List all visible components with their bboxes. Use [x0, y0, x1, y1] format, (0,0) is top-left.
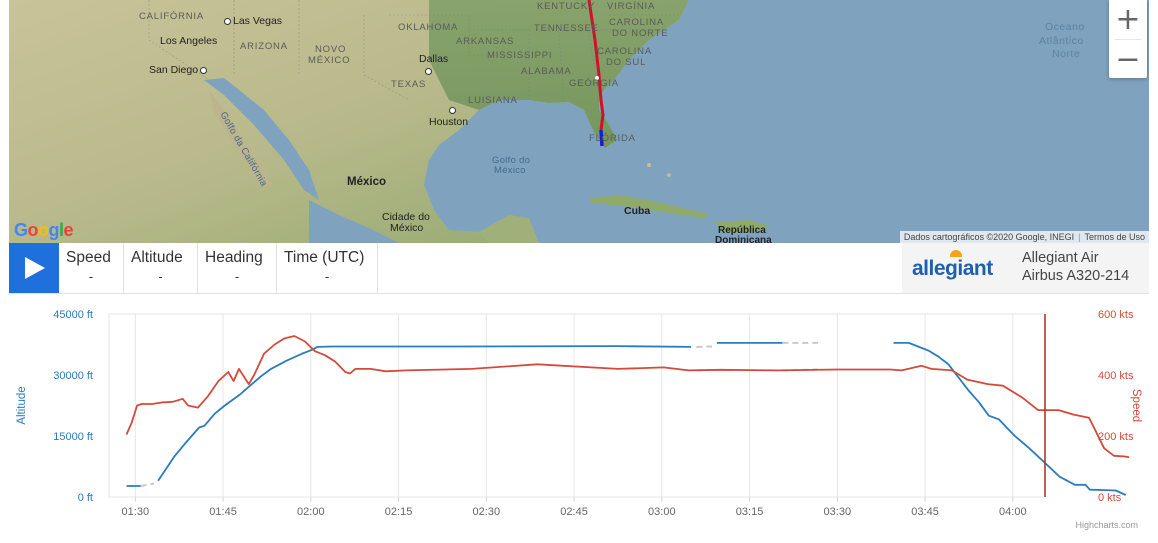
map-label: Oceano	[1045, 21, 1085, 33]
map-data-credit: Dados cartográficos ©2020 Google, INEGI	[904, 232, 1074, 242]
map-label: GEÓRGIA	[569, 78, 619, 89]
map-label: Dallas	[419, 53, 448, 77]
stat-value: -	[277, 269, 377, 284]
flight-info-bar: Speed - Altitude - Heading - Time (UTC) …	[9, 243, 1149, 294]
flight-map[interactable]: CALIFÓRNIA Las Vegas Los Angeles ARIZONA…	[9, 0, 1149, 243]
airline-details: Allegiant Air Airbus A320-214	[1022, 249, 1129, 285]
x-tick-label: 02:30	[473, 506, 501, 518]
map-label: México	[494, 165, 526, 176]
x-tick-label: 02:45	[560, 506, 588, 518]
map-label: DO SUL	[606, 57, 646, 68]
y-left-tick-label: 30000 ft	[53, 370, 93, 382]
play-icon	[21, 255, 47, 281]
map-label: ARKANSAS	[456, 36, 514, 47]
map-label: TENNESSEE	[534, 23, 599, 34]
zoom-controls: + −	[1109, 0, 1147, 78]
map-label: Norte	[1052, 48, 1080, 60]
map-label: Las Vegas	[224, 15, 282, 27]
airline-name: Allegiant Air	[1022, 249, 1129, 267]
y-left-tick-label: 0 ft	[78, 492, 93, 504]
google-logo: Google	[14, 220, 73, 241]
play-button[interactable]	[9, 243, 59, 293]
stat-time: Time (UTC) -	[277, 243, 378, 293]
y-right-tick-label: 0 kts	[1098, 492, 1122, 504]
terms-link[interactable]: Termos de Uso	[1084, 232, 1145, 242]
sun-icon	[950, 250, 962, 257]
x-tick-label: 01:45	[209, 506, 237, 518]
map-label: ALABAMA	[521, 66, 571, 77]
x-tick-label: 03:30	[824, 506, 852, 518]
x-tick-label: 02:15	[385, 506, 413, 518]
map-label: LUISIANA	[468, 95, 518, 106]
map-label: NOVO	[315, 44, 346, 55]
x-tick-label: 03:45	[911, 506, 939, 518]
map-label: Atlântico	[1039, 35, 1084, 47]
y-left-axis-title: Altitude	[16, 386, 28, 424]
map-label: Los Angeles	[160, 35, 217, 47]
map-label: CAROLINA	[597, 46, 652, 57]
map-label: TEXAS	[391, 79, 426, 90]
zoom-out-button[interactable]: −	[1109, 40, 1147, 78]
map-label: Houston	[449, 104, 468, 128]
stat-title: Speed	[59, 243, 123, 267]
map-label: San Diego	[149, 64, 209, 76]
zoom-in-button[interactable]: +	[1109, 0, 1147, 38]
map-attribution: Dados cartográficos ©2020 Google, INEGI …	[900, 231, 1149, 243]
aircraft-type: Airbus A320-214	[1022, 267, 1129, 285]
map-label: Dominicana	[715, 235, 772, 243]
stat-value: -	[59, 269, 123, 284]
airline-panel: allegiant Allegiant Air Airbus A320-214	[902, 243, 1149, 293]
x-tick-label: 03:00	[648, 506, 676, 518]
y-left-tick-label: 15000 ft	[53, 431, 93, 443]
stat-speed: Speed -	[59, 243, 124, 293]
highcharts-credit: Highcharts.com	[1075, 520, 1138, 530]
stat-value: -	[124, 269, 197, 284]
y-left-tick-label: 45000 ft	[53, 309, 93, 321]
map-label: VIRGÍNIA	[607, 1, 655, 12]
y-right-axis-title: Speed	[1130, 389, 1142, 422]
stat-title: Heading	[198, 243, 276, 267]
chart-svg: 01:30 01:45 02:00 02:15 02:30 02:45 03:00 03:15…	[0, 300, 1158, 538]
map-label: México	[390, 222, 423, 234]
map-label: DO NORTE	[612, 28, 668, 39]
x-tick-label: 01:30	[122, 506, 150, 518]
map-label: MÉXICO	[308, 55, 350, 66]
map-label: OKLAHOMA	[398, 22, 458, 33]
map-label: ARIZONA	[240, 41, 288, 52]
y-right-tick-label: 400 kts	[1098, 370, 1134, 382]
stat-heading: Heading -	[198, 243, 277, 293]
altitude-speed-chart[interactable]: 01:30 01:45 02:00 02:15 02:30 02:45 03:00 03:15…	[0, 300, 1158, 538]
map-label: México	[347, 176, 386, 188]
y-right-tick-label: 200 kts	[1098, 431, 1134, 443]
map-label: FLÓRIDA	[589, 133, 636, 144]
x-tick-label: 04:00	[999, 506, 1027, 518]
map-label: CALIFÓRNIA	[139, 11, 204, 22]
map-label: CAROLINA	[609, 17, 664, 28]
y-right-tick-label: 600 kts	[1098, 309, 1134, 321]
airline-logo: allegiant	[912, 257, 993, 281]
x-tick-label: 03:15	[736, 506, 764, 518]
stat-value: -	[198, 269, 276, 284]
stat-title: Time (UTC)	[277, 243, 377, 267]
stat-title: Altitude	[124, 243, 197, 267]
x-tick-label: 02:00	[297, 506, 325, 518]
map-label: MISSISSIPPI	[487, 50, 552, 61]
map-label: KENTUCKY	[537, 1, 595, 12]
plot-area	[109, 314, 1045, 497]
stat-altitude: Altitude -	[124, 243, 198, 293]
map-label: Cuba	[624, 205, 650, 217]
